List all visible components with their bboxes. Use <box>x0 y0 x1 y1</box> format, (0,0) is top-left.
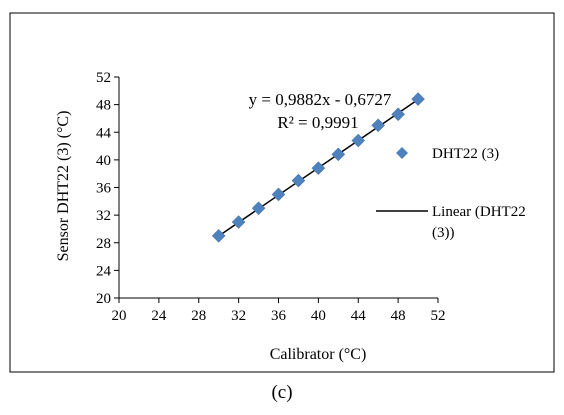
y-tick-label: 44 <box>96 125 112 141</box>
y-tick-label: 32 <box>96 208 111 224</box>
legend-trendline-label-line2: (3)) <box>432 225 455 241</box>
x-tick-label: 36 <box>271 308 287 324</box>
data-point <box>351 133 366 148</box>
y-tick-label: 48 <box>96 98 111 114</box>
data-point <box>391 107 405 122</box>
x-tick-label: 32 <box>231 308 246 324</box>
legend-series-label: DHT22 (3) <box>432 146 499 162</box>
legend-trendline-label-line1: Linear (DHT22 <box>432 204 526 220</box>
x-tick-label: 52 <box>431 308 446 324</box>
y-axis-ticks: 20 24 28 32 36 40 44 48 52 <box>96 70 119 307</box>
data-point <box>231 215 246 229</box>
trendline-equation: y = 0,9882x - 0,6727 <box>249 90 392 109</box>
data-point <box>291 173 306 188</box>
figure-caption: (c) <box>271 382 292 403</box>
data-point <box>251 201 266 216</box>
y-tick-label: 20 <box>96 291 111 307</box>
y-tick-label: 28 <box>96 236 111 252</box>
y-tick-label: 52 <box>96 70 111 86</box>
data-point <box>331 147 346 162</box>
x-tick-label: 28 <box>191 308 206 324</box>
r-squared: R² = 0,9991 <box>277 113 358 132</box>
x-tick-label: 48 <box>391 308 406 324</box>
x-tick-label: 24 <box>151 308 167 324</box>
y-tick-label: 40 <box>96 153 111 169</box>
y-axis-title: Sensor DHT22 (3) (°C) <box>55 111 72 262</box>
data-point <box>311 161 326 176</box>
x-axis-ticks: 20 24 28 32 36 40 44 48 52 <box>112 298 446 324</box>
legend: DHT22 (3) Linear (DHT22 (3)) <box>376 146 526 241</box>
data-points <box>211 92 425 243</box>
data-point <box>271 187 286 202</box>
x-axis-title: Calibrator (°C) <box>270 346 367 363</box>
data-point <box>211 228 226 243</box>
y-tick-label: 24 <box>96 263 112 279</box>
legend-diamond-marker <box>396 147 408 159</box>
x-tick-label: 40 <box>311 308 326 324</box>
x-tick-label: 44 <box>351 308 367 324</box>
x-tick-label: 20 <box>112 308 127 324</box>
data-point <box>411 92 425 106</box>
data-point <box>371 118 386 133</box>
y-tick-label: 36 <box>96 181 112 197</box>
